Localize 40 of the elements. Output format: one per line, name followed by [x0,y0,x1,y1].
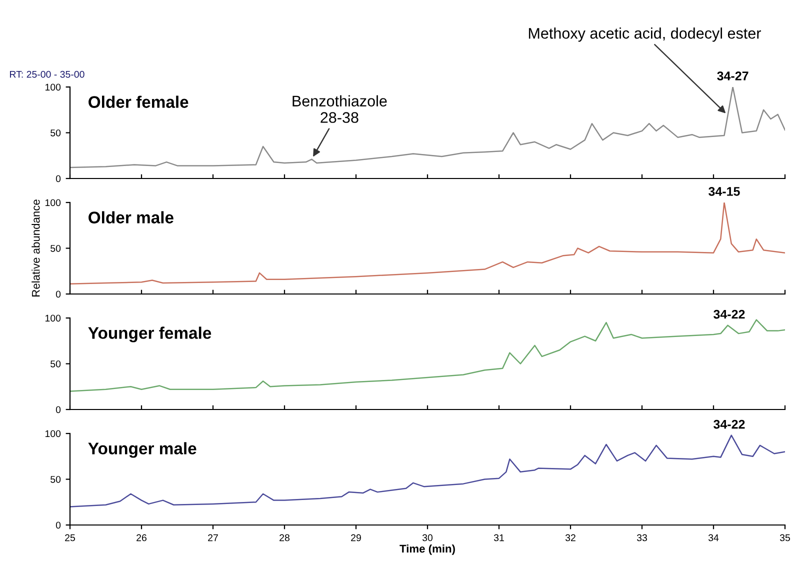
x-tick-label: 34 [708,534,719,542]
line-series [70,319,785,392]
x-axis-title: Time (min) [400,544,455,555]
x-tick-label: 33 [636,534,647,542]
x-tick-label: 30 [422,534,433,542]
chart-title: Younger male [88,442,196,458]
y-axis-title: Relative abundance [32,200,40,296]
annotation: 34-22 [714,420,745,429]
y-tick-label: 0 [56,406,61,414]
annotation: 34-22 [714,310,745,319]
y-tick-label: 50 [50,244,61,252]
y-tick-label: 0 [56,290,61,298]
annotation: 34-15 [708,187,740,196]
x-tick-label: 31 [494,534,504,542]
chart-title: Older female [88,96,188,108]
y-tick-label: 50 [50,476,61,483]
line-series [70,87,785,168]
y-tick-label: 0 [56,522,61,529]
chart-title: Younger female [88,326,212,342]
x-tick-label: 35 [780,534,790,542]
line-series [70,434,785,508]
annotation: 34-27 [717,72,748,80]
x-tick-label: 29 [351,534,361,542]
y-tick-label: 100 [45,430,61,438]
x-tick-label: 28 [280,534,290,542]
annotation: Methoxy acetic acid, dodecyl ester [528,28,761,42]
annotation: Benzothiazole 28-38 [292,95,387,123]
text: RT: 25-00 - 35-00 [10,70,84,78]
x-tick-label: 26 [136,534,146,542]
y-tick-label: 100 [45,314,61,322]
y-tick-label: 100 [45,84,61,91]
x-tick-label: 32 [565,534,576,542]
y-tick-label: 50 [50,129,61,136]
x-tick-label: 25 [65,534,75,542]
chart-title: Older male [88,211,174,224]
y-tick-label: 0 [56,175,61,182]
y-tick-label: 50 [50,360,61,368]
y-tick-label: 100 [45,199,61,206]
line-series [70,202,785,285]
x-tick-label: 27 [208,534,218,542]
